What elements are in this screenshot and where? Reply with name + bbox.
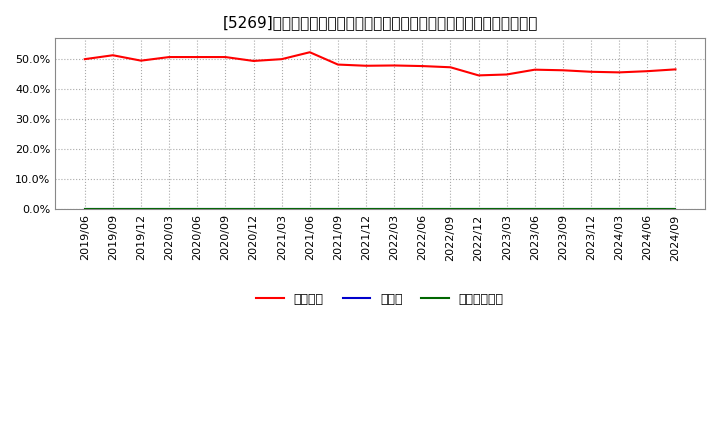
のれん bbox=[390, 207, 398, 212]
自己資本 bbox=[418, 63, 427, 69]
のれん bbox=[587, 207, 595, 212]
自己資本 bbox=[390, 63, 398, 68]
繰延税金資産 bbox=[531, 207, 539, 212]
Line: 自己資本: 自己資本 bbox=[85, 52, 675, 75]
自己資本 bbox=[446, 65, 455, 70]
自己資本 bbox=[559, 68, 567, 73]
自己資本 bbox=[305, 50, 314, 55]
自己資本 bbox=[361, 63, 370, 68]
自己資本 bbox=[587, 69, 595, 74]
繰延税金資産 bbox=[418, 207, 427, 212]
のれん bbox=[109, 207, 117, 212]
のれん bbox=[531, 207, 539, 212]
繰延税金資産 bbox=[615, 207, 624, 212]
繰延税金資産 bbox=[390, 207, 398, 212]
のれん bbox=[333, 207, 342, 212]
自己資本 bbox=[193, 55, 202, 60]
のれん bbox=[503, 207, 511, 212]
自己資本 bbox=[531, 67, 539, 72]
繰延税金資産 bbox=[305, 207, 314, 212]
Legend: 自己資本, のれん, 繰延税金資産: 自己資本, のれん, 繰延税金資産 bbox=[251, 288, 509, 311]
のれん bbox=[137, 207, 145, 212]
自己資本 bbox=[165, 55, 174, 60]
のれん bbox=[81, 207, 89, 212]
のれん bbox=[305, 207, 314, 212]
繰延税金資産 bbox=[277, 207, 286, 212]
のれん bbox=[671, 207, 680, 212]
のれん bbox=[221, 207, 230, 212]
自己資本 bbox=[109, 53, 117, 58]
繰延税金資産 bbox=[503, 207, 511, 212]
繰延税金資産 bbox=[165, 207, 174, 212]
のれん bbox=[615, 207, 624, 212]
繰延税金資産 bbox=[643, 207, 652, 212]
繰延税金資産 bbox=[137, 207, 145, 212]
のれん bbox=[559, 207, 567, 212]
繰延税金資産 bbox=[587, 207, 595, 212]
のれん bbox=[643, 207, 652, 212]
のれん bbox=[446, 207, 455, 212]
Title: [5269]　自己資本、のれん、繰延税金資産の総資産に対する比率の推移: [5269] 自己資本、のれん、繰延税金資産の総資産に対する比率の推移 bbox=[222, 15, 538, 30]
のれん bbox=[474, 207, 483, 212]
繰延税金資産 bbox=[81, 207, 89, 212]
のれん bbox=[193, 207, 202, 212]
自己資本 bbox=[81, 56, 89, 62]
のれん bbox=[277, 207, 286, 212]
自己資本 bbox=[474, 73, 483, 78]
繰延税金資産 bbox=[559, 207, 567, 212]
繰延税金資産 bbox=[446, 207, 455, 212]
自己資本 bbox=[221, 55, 230, 60]
繰延税金資産 bbox=[474, 207, 483, 212]
繰延税金資産 bbox=[671, 207, 680, 212]
繰延税金資産 bbox=[361, 207, 370, 212]
自己資本 bbox=[643, 69, 652, 74]
繰延税金資産 bbox=[109, 207, 117, 212]
自己資本 bbox=[137, 58, 145, 63]
のれん bbox=[418, 207, 427, 212]
のれん bbox=[361, 207, 370, 212]
のれん bbox=[165, 207, 174, 212]
自己資本 bbox=[333, 62, 342, 67]
自己資本 bbox=[249, 59, 258, 64]
繰延税金資産 bbox=[333, 207, 342, 212]
自己資本 bbox=[615, 70, 624, 75]
のれん bbox=[249, 207, 258, 212]
自己資本 bbox=[277, 56, 286, 62]
繰延税金資産 bbox=[221, 207, 230, 212]
自己資本 bbox=[503, 72, 511, 77]
繰延税金資産 bbox=[249, 207, 258, 212]
繰延税金資産 bbox=[193, 207, 202, 212]
自己資本 bbox=[671, 67, 680, 72]
